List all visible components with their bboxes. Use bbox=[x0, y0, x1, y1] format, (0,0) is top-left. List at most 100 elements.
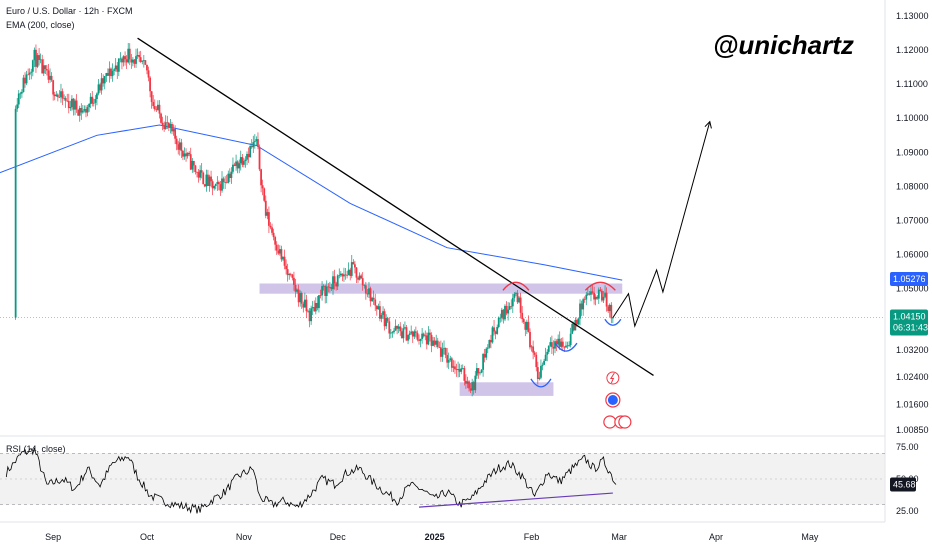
candle-body bbox=[178, 142, 181, 150]
candle-body bbox=[389, 332, 392, 334]
candle-body bbox=[533, 352, 536, 355]
candle-body bbox=[142, 60, 145, 61]
candle-body bbox=[479, 372, 481, 374]
candle-body bbox=[58, 97, 61, 98]
candle-body bbox=[274, 237, 277, 245]
candle-body bbox=[377, 306, 380, 310]
candle-body bbox=[447, 359, 450, 363]
candle-body bbox=[530, 346, 533, 348]
candle-body bbox=[225, 182, 228, 183]
candle-body bbox=[416, 332, 419, 340]
candle-body bbox=[288, 274, 291, 276]
candle-body bbox=[386, 318, 389, 322]
candle-body bbox=[24, 77, 26, 84]
candle-body bbox=[314, 302, 317, 312]
price-tick-label: 1.05000 bbox=[896, 284, 929, 294]
candle-body bbox=[77, 109, 80, 116]
candle-body bbox=[318, 295, 320, 309]
candle-body bbox=[435, 340, 438, 345]
projection-path[interactable] bbox=[612, 121, 711, 328]
candle-body bbox=[102, 78, 105, 84]
candle-body bbox=[264, 200, 267, 216]
candle-body bbox=[474, 375, 477, 391]
candle-body bbox=[391, 332, 394, 333]
candle-body bbox=[128, 48, 131, 60]
bottom-arc-2[interactable] bbox=[554, 342, 578, 352]
candle-body bbox=[116, 65, 119, 72]
candle-body bbox=[311, 307, 314, 309]
candle-body bbox=[161, 122, 164, 126]
candle-body bbox=[461, 368, 464, 369]
candle-body bbox=[524, 322, 527, 330]
candle-body bbox=[269, 225, 272, 228]
bottom-arc-1[interactable] bbox=[530, 378, 552, 388]
candle-body bbox=[369, 288, 372, 302]
candle-body bbox=[577, 318, 580, 325]
candle-body bbox=[16, 104, 19, 109]
candle-body bbox=[252, 142, 255, 148]
us-flag-event-icon-3[interactable] bbox=[618, 415, 632, 429]
candle-body bbox=[221, 178, 223, 191]
candle-body bbox=[100, 78, 103, 91]
candle-body bbox=[402, 328, 405, 339]
candle-body bbox=[576, 320, 578, 325]
candle-body bbox=[152, 101, 155, 107]
rsi-value-label: 45.68 bbox=[893, 480, 916, 490]
candle-body bbox=[180, 142, 183, 151]
candle-body bbox=[341, 273, 344, 277]
candle-body bbox=[133, 59, 136, 64]
candle-body bbox=[572, 323, 575, 331]
candle-body bbox=[607, 306, 610, 312]
candle-body bbox=[485, 348, 488, 358]
candle-body bbox=[432, 340, 434, 346]
candle-body bbox=[27, 74, 30, 76]
candle-body bbox=[493, 327, 495, 332]
candle-body bbox=[64, 98, 67, 101]
descending-trendline[interactable] bbox=[137, 37, 654, 377]
candle-body bbox=[255, 139, 258, 142]
bottom-arc-3[interactable] bbox=[604, 318, 622, 326]
candle-body bbox=[532, 346, 535, 353]
candle-body bbox=[322, 285, 325, 287]
candle-body bbox=[349, 269, 352, 276]
rsi-trendline[interactable] bbox=[418, 492, 613, 508]
eu-flag-event-icon[interactable] bbox=[603, 415, 617, 429]
candle-body bbox=[205, 174, 208, 187]
candle-body bbox=[164, 122, 167, 130]
head-top-arc-2[interactable] bbox=[584, 281, 616, 291]
candle-body bbox=[17, 93, 20, 105]
candle-body bbox=[441, 348, 444, 357]
candle-body bbox=[330, 286, 333, 290]
candle-body bbox=[291, 274, 294, 278]
candle-body bbox=[496, 326, 499, 334]
zones bbox=[259, 283, 623, 396]
price-tick-label: 1.09000 bbox=[896, 147, 929, 157]
candle-body bbox=[457, 369, 459, 371]
candle-body bbox=[604, 292, 606, 297]
candle-body bbox=[135, 56, 137, 64]
candle-body bbox=[202, 172, 205, 185]
candle-body bbox=[200, 170, 203, 173]
candle-body bbox=[547, 345, 550, 352]
candle-body bbox=[452, 366, 455, 368]
candle-body bbox=[483, 354, 486, 358]
head-top-arc-1[interactable] bbox=[502, 281, 530, 291]
candle-body bbox=[60, 91, 62, 98]
rsi-legend: RSI (14, close) bbox=[6, 444, 66, 454]
candle-body bbox=[529, 331, 531, 348]
candle-body bbox=[78, 107, 81, 116]
candle-body bbox=[14, 108, 17, 318]
candle-body bbox=[383, 311, 386, 327]
candle-body bbox=[477, 368, 480, 374]
time-tick-label: Apr bbox=[709, 532, 723, 542]
candle-body bbox=[499, 317, 502, 319]
candle-body bbox=[394, 325, 397, 331]
candle-body bbox=[20, 91, 23, 94]
candle-body bbox=[146, 64, 148, 71]
candle-body bbox=[122, 56, 125, 63]
candle-body bbox=[85, 109, 87, 113]
candle-body bbox=[336, 275, 339, 287]
candle-body bbox=[366, 293, 369, 295]
candle-body bbox=[81, 110, 84, 113]
